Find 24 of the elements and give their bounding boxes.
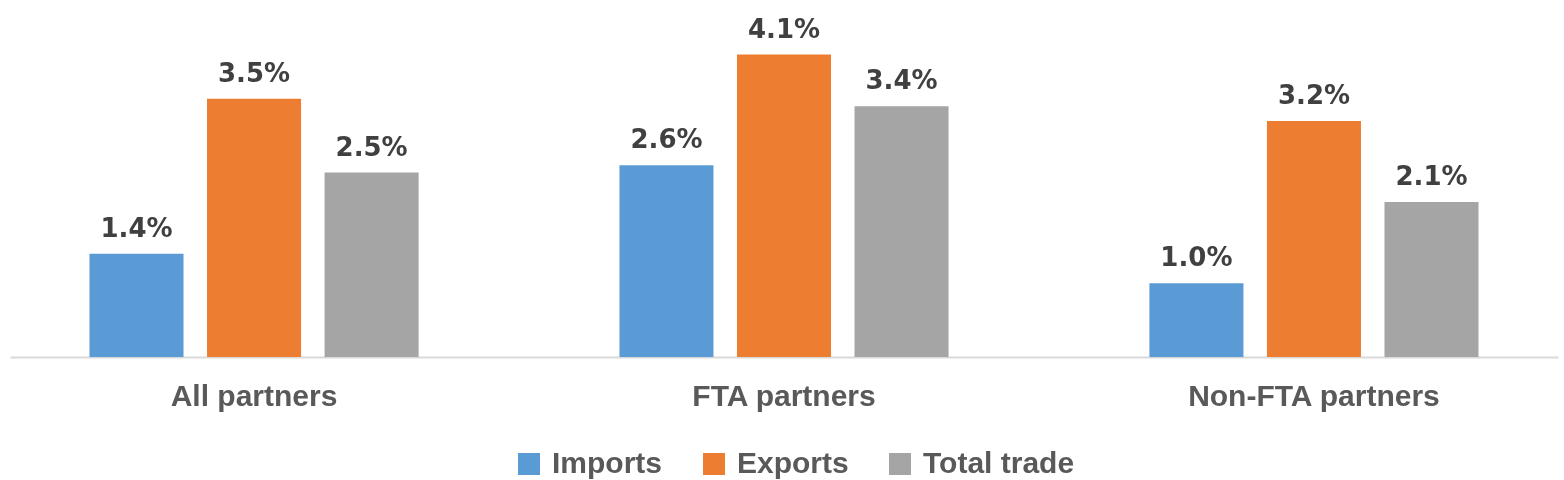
legend-label: Exports [737, 446, 849, 479]
bar [324, 172, 419, 357]
bar [89, 253, 184, 357]
x-tick-label: FTA partners [692, 378, 876, 412]
x-tick-label: Non-FTA partners [1188, 378, 1440, 412]
data-label: 3.5% [217, 57, 291, 88]
data-label: 1.0% [1160, 242, 1233, 273]
bar [1266, 120, 1361, 357]
data-label: 3.4% [865, 65, 938, 96]
bar [736, 54, 832, 357]
legend-label: Total trade [923, 446, 1075, 479]
data-label: 2.5% [335, 131, 408, 162]
data-label: 1.4% [100, 212, 173, 243]
legend-label: Imports [552, 446, 663, 479]
bar [854, 106, 949, 357]
data-label: 2.6% [630, 124, 703, 155]
bar [619, 165, 714, 357]
data-label: 3.2% [1277, 79, 1351, 110]
data-label: 2.1% [1395, 161, 1468, 192]
data-label: 4.1% [747, 13, 821, 44]
bar [1149, 283, 1244, 357]
bar [1384, 202, 1479, 357]
bar [207, 98, 302, 357]
x-tick-label: All partners [170, 378, 338, 412]
